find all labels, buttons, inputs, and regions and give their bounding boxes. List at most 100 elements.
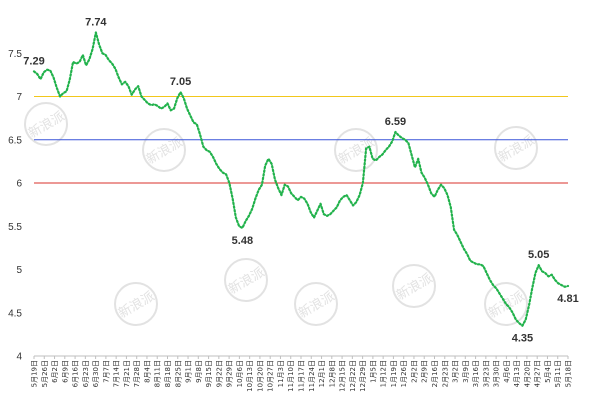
x-tick-label: 4月20日	[523, 360, 531, 387]
x-tick-label: 2月23日	[441, 360, 449, 387]
x-tick-label: 6月30日	[92, 360, 100, 387]
y-tick-label: 4.5	[8, 308, 22, 319]
x-tick-label: 7月28日	[133, 360, 141, 387]
watermark-stamp: 新浪派	[224, 258, 268, 302]
x-tick-label: 10月6日	[236, 360, 244, 387]
x-tick-label: 8月18日	[164, 360, 172, 387]
watermark-text: 新浪派	[394, 270, 436, 303]
x-tick-label: 9月15日	[205, 360, 213, 387]
data-label: 7.29	[23, 55, 44, 67]
watermark-text: 新浪派	[144, 134, 186, 167]
watermark-circle	[24, 102, 68, 146]
watermark-text: 新浪派	[296, 288, 338, 321]
y-tick-label: 4	[16, 352, 22, 363]
x-tick-label: 12月22日	[349, 360, 357, 392]
x-tick-label: 2月9日	[421, 360, 429, 383]
watermark-circle	[494, 126, 538, 170]
watermark-text: 新浪派	[26, 108, 68, 141]
x-tick-label: 3月30日	[493, 360, 501, 387]
x-tick-label: 10月13日	[246, 360, 254, 392]
x-tick-label: 12月29日	[359, 360, 367, 392]
watermark-circle	[294, 282, 338, 326]
watermark-circle	[392, 264, 436, 308]
series-layer	[32, 31, 570, 327]
x-tick-label: 9月8日	[195, 360, 203, 383]
x-tick-label: 2月16日	[431, 360, 439, 387]
data-label: 4.81	[557, 293, 578, 305]
x-tick-label: 3月9日	[462, 360, 470, 383]
x-tick-label: 5月26日	[41, 360, 49, 387]
x-tick-label: 4月6日	[503, 360, 511, 383]
watermark-text: 新浪派	[116, 288, 158, 321]
y-tick-label: 6.5	[8, 135, 22, 146]
data-label: 5.05	[528, 249, 549, 261]
x-tick-label: 5月19日	[31, 360, 39, 387]
watermark-stamp: 新浪派	[24, 102, 68, 146]
watermark-stamp: 新浪派	[142, 128, 186, 172]
x-tick-label: 5月18日	[565, 360, 573, 387]
data-label: 7.05	[170, 76, 191, 88]
x-tick-label: 8月11日	[154, 360, 162, 387]
x-tick-label: 5月4日	[544, 360, 552, 383]
x-tick-label: 7月7日	[102, 360, 110, 383]
watermark-text: 新浪派	[496, 132, 538, 165]
watermark-stamp: 新浪派	[114, 282, 158, 326]
x-tick-label: 9月22日	[215, 360, 223, 387]
y-tick-label: 6	[16, 179, 22, 190]
x-tick-label: 4月13日	[513, 360, 521, 387]
x-tick-label: 10月20日	[256, 360, 264, 392]
x-tick-label: 5月11日	[554, 360, 562, 387]
x-tick-label: 3月2日	[452, 360, 460, 383]
x-tick-label: 6月2日	[51, 360, 59, 383]
x-tick-label: 1月12日	[380, 360, 388, 387]
x-tick-label: 2月2日	[410, 360, 418, 383]
x-tick-label: 11月17日	[298, 360, 306, 392]
data-label: 4.35	[512, 333, 533, 345]
y-tick-label: 5.5	[8, 222, 22, 233]
x-tick-label: 11月10日	[287, 360, 295, 392]
x-tick-label: 7月14日	[113, 360, 121, 387]
x-tick-label: 6月16日	[72, 360, 80, 387]
series-line	[32, 31, 570, 327]
x-tick-label: 9月1日	[185, 360, 193, 383]
x-tick-label: 11月24日	[308, 360, 316, 392]
y-tick-label: 7.5	[8, 49, 22, 60]
x-tick-label: 12月1日	[318, 360, 326, 387]
data-labels: 7.29 7.74 7.05 5.48 6.59 4.35 5.05 4.81	[23, 16, 578, 344]
data-label: 5.48	[232, 235, 253, 247]
watermark-stamp: 新浪派	[494, 126, 538, 170]
watermark-stamp: 新浪派	[392, 264, 436, 308]
x-tick-label: 12月8日	[328, 360, 336, 387]
x-tick-label: 8月25日	[174, 360, 182, 387]
reference-lines	[34, 96, 568, 184]
y-tick-label: 5	[16, 265, 22, 276]
watermark-stamp: 新浪派	[294, 282, 338, 326]
x-tick-label: 1月19日	[390, 360, 398, 387]
x-tick-label: 3月16日	[472, 360, 480, 387]
y-tick-label: 7	[16, 92, 22, 103]
x-tick-label: 12月15日	[339, 360, 347, 392]
x-tick-label: 10月27日	[267, 360, 275, 392]
watermark-circle	[334, 128, 378, 172]
watermark-circle	[142, 128, 186, 172]
watermark-circle	[224, 258, 268, 302]
watermark-text: 新浪派	[226, 264, 268, 297]
x-tick-label: 1月26日	[400, 360, 408, 387]
x-tick-label: 4月27日	[534, 360, 542, 387]
x-tick-label: 6月9日	[61, 360, 69, 383]
x-tick-label: 6月23日	[82, 360, 90, 387]
x-tick-label: 11月3日	[277, 360, 285, 387]
x-tick-label: 9月29日	[226, 360, 234, 387]
watermark-circle	[114, 282, 158, 326]
data-label: 6.59	[385, 116, 406, 128]
x-tick-label: 7月21日	[123, 360, 131, 387]
x-tick-label: 8月4日	[143, 360, 151, 383]
data-label: 7.74	[85, 16, 107, 28]
x-tick-label: 1月5日	[369, 360, 377, 383]
x-tick-label: 3月23日	[482, 360, 490, 387]
watermark-circle	[484, 282, 528, 326]
